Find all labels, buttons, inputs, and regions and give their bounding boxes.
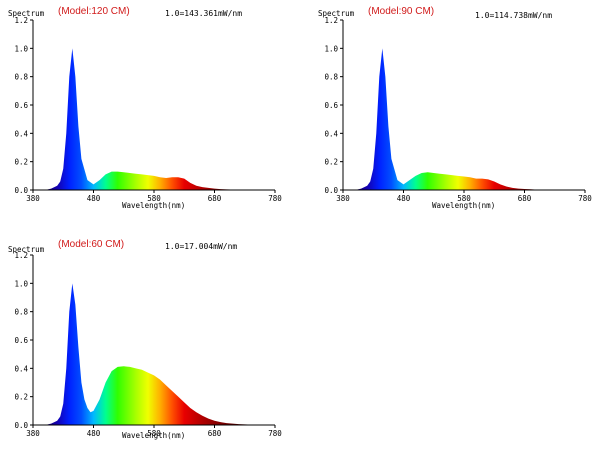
y-tick-label: 1.2	[324, 16, 338, 25]
spectrum-chart-90cm: 0.0 0.2 0.4 0.6 0.8 1.0 1.2 380 480 580 680 780 Spe…	[310, 0, 600, 225]
y-tick-label: 0.2	[324, 158, 338, 167]
chart-canvas: 0.0 0.2 0.4 0.6 0.8 1.0 1.2 380 480 580 680 780	[14, 16, 282, 203]
x-tick-label: 680	[208, 429, 222, 438]
y-axis-label: Spectrum	[318, 9, 355, 18]
x-tick-label: 580	[457, 194, 471, 203]
scale-label: 1.0=114.738mW/nm	[475, 11, 553, 20]
scale-label: 1.0=17.004mW/nm	[165, 242, 238, 251]
x-tick-label: 780	[268, 194, 282, 203]
x-tick-label: 680	[208, 194, 222, 203]
spectrum-area	[33, 48, 275, 190]
x-tick-label: 480	[87, 194, 101, 203]
y-tick-label: 0.6	[14, 101, 28, 110]
x-tick-label: 380	[336, 194, 350, 203]
y-tick-label: 0.2	[14, 393, 28, 402]
y-tick-label: 0.8	[14, 73, 28, 82]
spectrum-chart-60cm: 0.0 0.2 0.4 0.6 0.8 1.0 1.2 380 480 580 680 780 Spe…	[0, 235, 300, 460]
model-label: (Model:120 CM)	[58, 6, 130, 17]
x-tick-label: 380	[26, 194, 40, 203]
y-tick-label: 1.2	[14, 16, 28, 25]
y-axis-label: Spectrum	[8, 9, 45, 18]
x-tick-label: 580	[147, 429, 161, 438]
y-tick-label: 0.0	[14, 186, 28, 195]
y-tick-label: 0.4	[14, 364, 28, 373]
x-tick-label: 480	[397, 194, 411, 203]
y-tick-label: 1.0	[14, 279, 28, 288]
x-axis-label: Wavelength(nm)	[122, 201, 186, 210]
chart-canvas: 0.0 0.2 0.4 0.6 0.8 1.0 1.2 380 480 580 680 780	[14, 251, 282, 438]
y-tick-label: 0.6	[324, 101, 338, 110]
model-label: (Model:90 CM)	[368, 6, 435, 17]
x-tick-label: 780	[268, 429, 282, 438]
y-tick-label: 0.0	[14, 421, 28, 430]
y-tick-label: 0.4	[324, 129, 338, 138]
y-tick-label: 1.0	[14, 44, 28, 53]
x-axis-label: Wavelength(nm)	[122, 431, 186, 440]
model-label: (Model:60 CM)	[58, 239, 125, 250]
y-tick-label: 0.2	[14, 158, 28, 167]
spectrum-area	[33, 283, 275, 425]
y-tick-label: 0.0	[324, 186, 338, 195]
y-axis-label: Spectrum	[8, 245, 45, 254]
y-tick-label: 0.8	[324, 73, 338, 82]
y-tick-label: 0.8	[14, 308, 28, 317]
x-tick-label: 680	[518, 194, 532, 203]
y-tick-label: 1.0	[324, 44, 338, 53]
scale-label: 1.0=143.361mW/nm	[165, 9, 243, 18]
y-tick-label: 1.2	[14, 251, 28, 260]
spectrum-chart-120cm: 0.0 0.2 0.4 0.6 0.8 1.0 1.2 380 480 580 680 780 Spe…	[0, 0, 300, 225]
x-tick-label: 480	[87, 429, 101, 438]
y-tick-label: 0.4	[14, 129, 28, 138]
x-axis-label: Wavelength(nm)	[432, 201, 496, 210]
x-tick-label: 380	[26, 429, 40, 438]
spectrum-area	[343, 48, 585, 190]
chart-canvas: 0.0 0.2 0.4 0.6 0.8 1.0 1.2 380 480 580 680 780	[324, 16, 592, 203]
y-tick-label: 0.6	[14, 336, 28, 345]
x-tick-label: 780	[578, 194, 592, 203]
x-tick-label: 580	[147, 194, 161, 203]
